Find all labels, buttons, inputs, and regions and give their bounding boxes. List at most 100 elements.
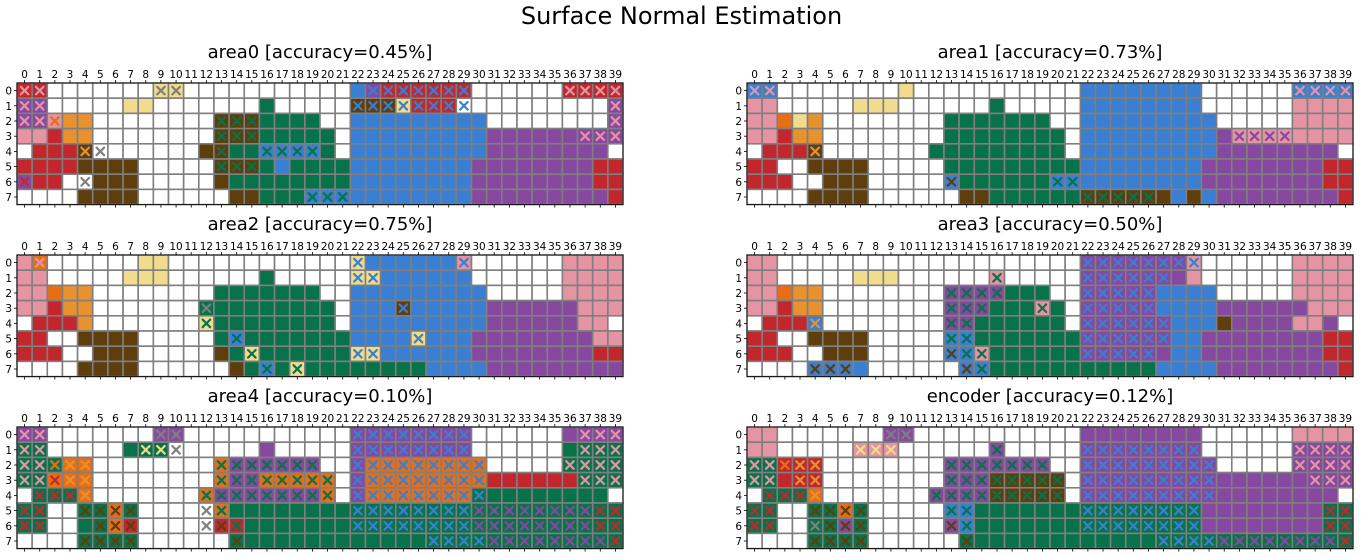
heatmap-cell (91, 345, 109, 363)
heatmap-cell (867, 456, 885, 474)
heatmap-cell (791, 254, 809, 271)
heatmap-cell (867, 517, 885, 535)
heatmap-cell (500, 158, 518, 175)
heatmap-cell (1291, 97, 1309, 115)
heatmap-cell (1246, 330, 1263, 347)
heatmap-cell (122, 284, 140, 302)
x-tick-label: 19 (306, 69, 319, 81)
heatmap-cell (897, 330, 915, 347)
heatmap-cell (258, 345, 276, 363)
x-tick-label: 2 (52, 69, 59, 81)
mismatch-cross-mark (307, 520, 318, 531)
mismatch-cross-mark (1052, 475, 1063, 486)
heatmap-cell (91, 284, 109, 302)
heatmap-cell (531, 143, 549, 160)
heatmap-cell (46, 517, 64, 535)
heatmap-cell (167, 143, 185, 160)
heatmap-cell (776, 143, 794, 160)
x-tick-label: 28 (1172, 413, 1185, 425)
heatmap-cell (591, 97, 609, 115)
mismatch-cross-mark (565, 505, 575, 516)
heatmap-cell (546, 441, 564, 459)
heatmap-cell (228, 97, 246, 115)
mismatch-cross-mark (1310, 429, 1320, 440)
heatmap-cell (1321, 173, 1339, 191)
heatmap-cell (167, 330, 185, 347)
heatmap-cell (1306, 486, 1324, 504)
heatmap-cell (455, 143, 473, 160)
heatmap-cell (958, 143, 976, 160)
heatmap-cell (516, 441, 533, 459)
heatmap-cell (440, 284, 458, 302)
mismatch-cross-mark (1264, 505, 1275, 516)
heatmap-cell (107, 82, 124, 99)
x-tick-label: 39 (1339, 413, 1352, 425)
mismatch-cross-mark (428, 505, 439, 516)
heatmap-cell (1018, 441, 1036, 459)
mismatch-cross-mark (1158, 475, 1169, 486)
x-tick-label: 18 (1021, 69, 1034, 81)
mismatch-cross-mark (810, 364, 821, 374)
mismatch-cross-mark (216, 146, 227, 157)
heatmap-cell (304, 97, 321, 115)
heatmap-cell (1003, 426, 1021, 443)
x-tick-label: 34 (533, 413, 547, 425)
mismatch-cross-mark (1128, 348, 1139, 359)
x-tick-label: 25 (397, 413, 410, 425)
heatmap-cell (485, 471, 503, 489)
heatmap-cell (1018, 254, 1036, 271)
heatmap-cell (258, 112, 276, 130)
heatmap-cell (319, 158, 336, 175)
mismatch-cross-mark (946, 333, 957, 344)
mismatch-cross-mark (992, 192, 1002, 202)
heatmap-cell (31, 158, 49, 175)
heatmap-cell (152, 269, 170, 287)
heatmap-cell (546, 486, 564, 504)
heatmap-cell (152, 158, 170, 175)
heatmap-cell (912, 143, 930, 160)
heatmap-cell (1291, 360, 1309, 378)
mismatch-cross-mark (353, 444, 363, 455)
heatmap-cell (485, 486, 503, 504)
heatmap-cell (531, 82, 549, 99)
heatmap-cell (973, 158, 991, 175)
heatmap-cell (591, 112, 609, 130)
mismatch-cross-mark (1128, 333, 1139, 344)
mismatch-cross-mark (1022, 536, 1033, 546)
mismatch-cross-mark (1098, 460, 1108, 470)
mismatch-cross-mark (1173, 536, 1184, 546)
mismatch-cross-mark (353, 520, 363, 531)
heatmap-cell (61, 284, 79, 302)
heatmap-cell (167, 532, 185, 550)
heatmap-cell (988, 173, 1006, 191)
x-tick-label: 25 (397, 241, 410, 253)
heatmap-cell (806, 269, 824, 287)
heatmap-cell (243, 284, 261, 302)
heatmap-cell (107, 330, 124, 347)
mismatch-cross-mark (413, 257, 424, 268)
heatmap-cell (1185, 158, 1203, 175)
heatmap-cell (167, 345, 185, 363)
heatmap-cell (394, 143, 412, 160)
heatmap-cell (107, 314, 124, 332)
x-tick-label: 19 (306, 413, 319, 425)
mismatch-cross-mark (65, 131, 75, 142)
mismatch-cross-mark (749, 505, 760, 516)
heatmap-cell (867, 188, 885, 206)
mismatch-cross-mark (1143, 257, 1154, 268)
heatmap-cell (258, 284, 276, 302)
heatmap-cell (852, 254, 869, 271)
heatmap-cell (927, 97, 945, 115)
heatmap-cell (198, 82, 215, 99)
heatmap-cell (1306, 97, 1324, 115)
heatmap-cell (152, 284, 170, 302)
mismatch-cross-mark (946, 303, 957, 314)
mismatch-cross-mark (610, 192, 621, 202)
heatmap-cell (912, 269, 930, 287)
heatmap-cell (76, 330, 94, 347)
heatmap-cell (912, 112, 930, 130)
heatmap-cell (1261, 299, 1279, 317)
x-tick-label: 21 (1066, 69, 1079, 81)
heatmap-cell (16, 330, 33, 347)
heatmap-cell (107, 254, 124, 271)
